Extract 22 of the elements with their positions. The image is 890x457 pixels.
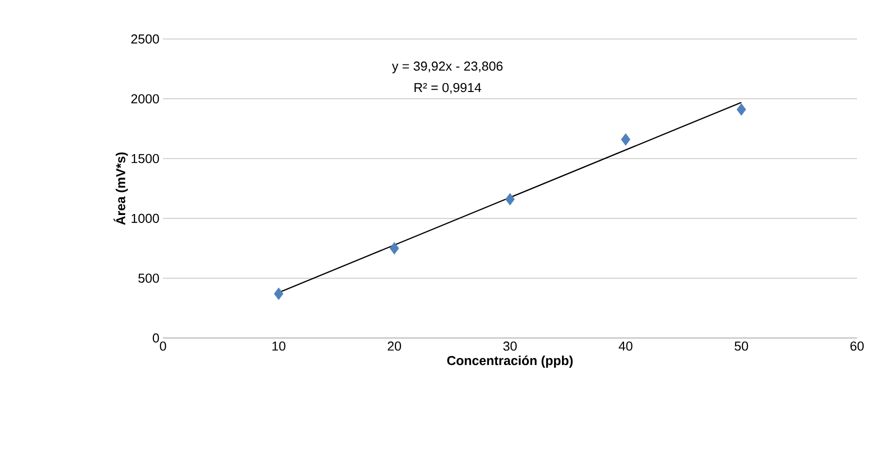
y-tick-label: 2000 <box>131 94 159 104</box>
point <box>390 242 400 254</box>
x-tick-label: 40 <box>618 342 632 351</box>
y-tick-label: 2500 <box>131 34 159 44</box>
x-tick-label: 0 <box>160 342 166 351</box>
annotation: R² = 0,9914 <box>414 82 482 94</box>
point <box>736 103 746 116</box>
y-tick-label: 1500 <box>132 154 159 164</box>
point <box>505 193 515 206</box>
x-axis-title: Concentración (ppb) <box>447 356 573 368</box>
x-tick-label: 60 <box>850 342 864 351</box>
y-axis-title: Área (mV*s) <box>114 152 128 225</box>
annotation: y = 39,92x - 23,806 <box>392 62 503 74</box>
y-tick-label: 500 <box>138 274 159 283</box>
point <box>274 288 284 300</box>
y-tick-label: 1000 <box>132 214 159 223</box>
point <box>620 133 630 146</box>
x-tick-label: 10 <box>272 342 286 351</box>
x-tick-label: 50 <box>734 342 748 351</box>
y-tick-label: 0 <box>152 333 159 343</box>
x-tick-label: 30 <box>503 342 517 351</box>
x-tick-label: 20 <box>388 342 402 351</box>
